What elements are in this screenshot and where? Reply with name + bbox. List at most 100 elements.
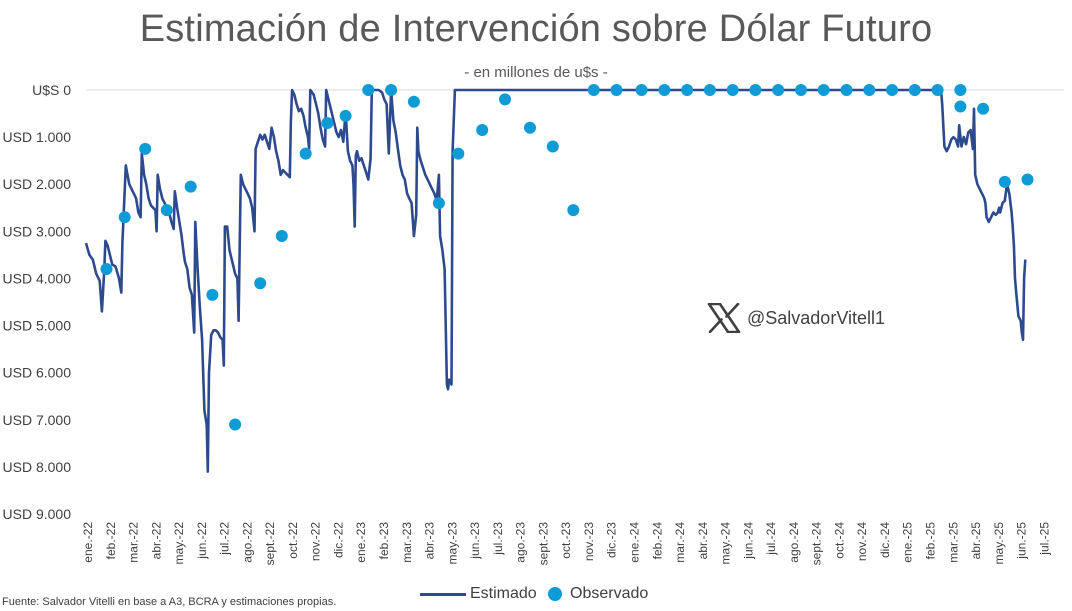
observado-point <box>954 100 967 113</box>
series-estimado <box>84 88 1027 473</box>
x-tick-label: ago.-22 <box>240 522 254 563</box>
legend-line-swatch <box>420 592 466 596</box>
x-tick-label: jul.-25 <box>1037 522 1051 556</box>
observado-point <box>749 84 762 96</box>
x-tick-label: abr.-25 <box>969 522 983 560</box>
watermark: @SalvadorVitell1 <box>707 303 885 333</box>
x-tick-label: mar.-23 <box>400 522 414 563</box>
observado-point <box>362 84 375 96</box>
observado-point <box>118 211 131 224</box>
observado-point <box>772 84 785 96</box>
source-note: Fuente: Salvador Vitelli en base a A3, B… <box>2 596 337 608</box>
x-tick-label: mar.-22 <box>127 522 141 563</box>
observado-point <box>703 84 716 96</box>
observado-point <box>977 102 990 115</box>
x-tick-label: may.-25 <box>992 522 1006 565</box>
watermark-handle: @SalvadorVitell1 <box>747 307 886 328</box>
observado-point <box>499 93 511 106</box>
observado-point <box>931 84 944 96</box>
x-tick-label: ago.-24 <box>787 522 801 563</box>
x-tick-label: may.-24 <box>719 522 733 565</box>
observado-point <box>998 175 1011 188</box>
x-logo-icon <box>707 303 741 333</box>
observado-point <box>546 140 559 153</box>
series-observado <box>100 84 1034 431</box>
x-tick-label: feb.-25 <box>924 522 938 560</box>
x-tick-label: may.-23 <box>445 522 459 565</box>
observado-point <box>886 84 899 96</box>
observado-point <box>635 84 648 96</box>
x-tick-label: mar.-24 <box>673 522 687 563</box>
x-tick-label: dic.-22 <box>332 522 346 558</box>
observado-point <box>452 147 465 160</box>
x-tick-label: jun.-24 <box>741 522 755 560</box>
observado-point <box>476 124 489 136</box>
x-tick-label: jun.-22 <box>195 522 209 560</box>
observado-point <box>863 84 876 96</box>
observado-point <box>567 204 580 217</box>
x-tick-label: dic.-23 <box>605 522 619 558</box>
observado-point <box>908 84 921 96</box>
observado-point <box>321 117 334 129</box>
x-tick-label: jul.-24 <box>764 522 778 556</box>
x-tick-label: abr.-24 <box>696 522 710 560</box>
observado-point <box>407 95 420 108</box>
x-tick-label: sept.-22 <box>263 522 277 566</box>
series-line-estimado <box>84 88 1027 473</box>
y-tick-label: USD 6.000 <box>3 365 72 381</box>
x-tick-label: ene.-24 <box>628 522 642 563</box>
y-tick-label: USD 2.000 <box>3 176 72 192</box>
x-tick-label: ene.-25 <box>901 522 915 563</box>
observado-point <box>658 84 671 96</box>
observado-point <box>840 84 853 96</box>
observado-point <box>1021 173 1034 186</box>
x-tick-label: abr.-23 <box>423 522 437 560</box>
x-tick-label: jul.-23 <box>491 522 505 556</box>
observado-point <box>610 84 623 96</box>
observado-point <box>339 109 352 122</box>
observado-point <box>184 180 197 193</box>
x-tick-label: nov.-22 <box>309 522 323 561</box>
observado-point <box>139 142 152 155</box>
x-tick-label: sept.-23 <box>536 522 550 566</box>
observado-point <box>726 84 739 96</box>
x-tick-label: may.-22 <box>172 522 186 565</box>
observado-point <box>587 84 600 96</box>
observado-point <box>275 230 288 242</box>
observado-point <box>254 277 267 290</box>
y-tick-label: U$S 0 <box>32 82 71 98</box>
observado-point <box>299 147 312 160</box>
y-tick-label: USD 9.000 <box>3 506 72 522</box>
x-tick-label: mar.-25 <box>946 522 960 563</box>
x-axis: ene.-22 feb.-22 mar.-22 abr.-22 may.-22 jun.-… <box>81 522 1051 566</box>
x-tick-label: feb.-22 <box>104 522 118 560</box>
observado-point <box>229 418 242 431</box>
x-tick-label: oct.-23 <box>559 522 573 559</box>
observado-point <box>100 263 113 275</box>
legend-item-estimado: Estimado <box>420 585 537 603</box>
x-tick-label: feb.-23 <box>377 522 391 560</box>
observado-point <box>795 84 807 96</box>
x-tick-label: jun.-25 <box>1015 522 1029 560</box>
x-tick-label: oct.-22 <box>286 522 300 559</box>
y-tick-label: USD 7.000 <box>3 412 72 428</box>
legend-label-observado: Observado <box>570 585 649 602</box>
observado-point <box>206 288 219 301</box>
x-tick-label: ago.-23 <box>514 522 528 563</box>
y-axis: U$S 0 USD 1.000 USD 2.000 USD 3.000 USD 4.00… <box>3 82 72 522</box>
observado-point <box>817 84 830 96</box>
chart-subtitle: - en millones de u$s - <box>464 64 608 81</box>
y-tick-label: USD 3.000 <box>3 223 72 239</box>
x-tick-label: dic.-24 <box>878 522 892 558</box>
observado-point <box>160 204 173 217</box>
x-tick-label: feb.-24 <box>650 522 664 560</box>
x-tick-label: jun.-23 <box>468 522 482 560</box>
x-tick-label: nov.-24 <box>855 522 869 561</box>
observado-point <box>432 197 445 210</box>
legend-label-estimado: Estimado <box>470 585 537 602</box>
x-tick-label: abr.-22 <box>149 522 163 560</box>
legend-item-observado: Observado <box>548 585 648 603</box>
observado-point <box>954 84 967 96</box>
chart-title: Estimación de Intervención sobre Dólar F… <box>139 8 933 50</box>
